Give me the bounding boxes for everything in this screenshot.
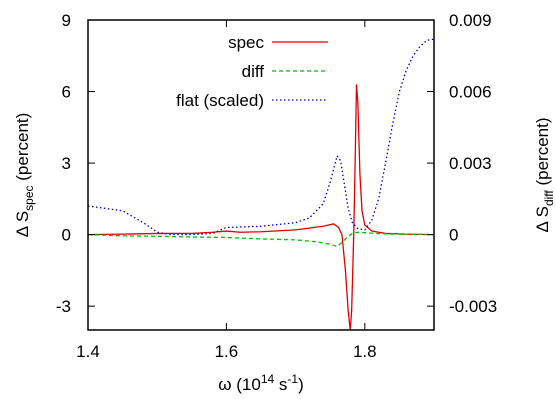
x-tick-label: 1.6	[215, 342, 239, 361]
y-right-tick-label: 0.009	[449, 11, 492, 30]
series-line-3	[88, 38, 434, 236]
y-left-tick-label: -3	[56, 297, 71, 316]
ticks-layer: 1.4 1.6 1.8 -3 0 3 6 9 -0.003 0 0.003 0.006 0.009	[56, 11, 497, 361]
y-axis-left-title: Δ Sspec (percent)	[13, 113, 36, 238]
x-axis-title: ω (1014 s-1)	[218, 372, 304, 394]
y-left-tick-label: 6	[62, 83, 71, 102]
y-axis-right-title: Δ Sdiff (percent)	[533, 117, 556, 232]
legend: spec diff flat (scaled)	[176, 33, 328, 110]
y-right-tick-label: -0.003	[449, 297, 497, 316]
y-right-tick-label: 0.006	[449, 83, 492, 102]
y-right-tick-label: 0.003	[449, 154, 492, 173]
x-tick-label: 1.4	[76, 342, 100, 361]
series-line-1	[88, 84, 434, 330]
plot-frame	[87, 19, 435, 331]
y-left-tick-label: 3	[62, 154, 71, 173]
x-tick-label: 1.8	[353, 342, 377, 361]
legend-label-1: spec	[228, 33, 264, 52]
series-line-2	[88, 231, 434, 248]
series-layer	[88, 38, 434, 330]
y-left-tick-label: 9	[62, 11, 71, 30]
y-left-tick-label: 0	[62, 226, 71, 245]
legend-label-3: flat (scaled)	[176, 91, 264, 110]
y-right-tick-label: 0	[449, 226, 458, 245]
legend-label-2: diff	[242, 62, 265, 81]
